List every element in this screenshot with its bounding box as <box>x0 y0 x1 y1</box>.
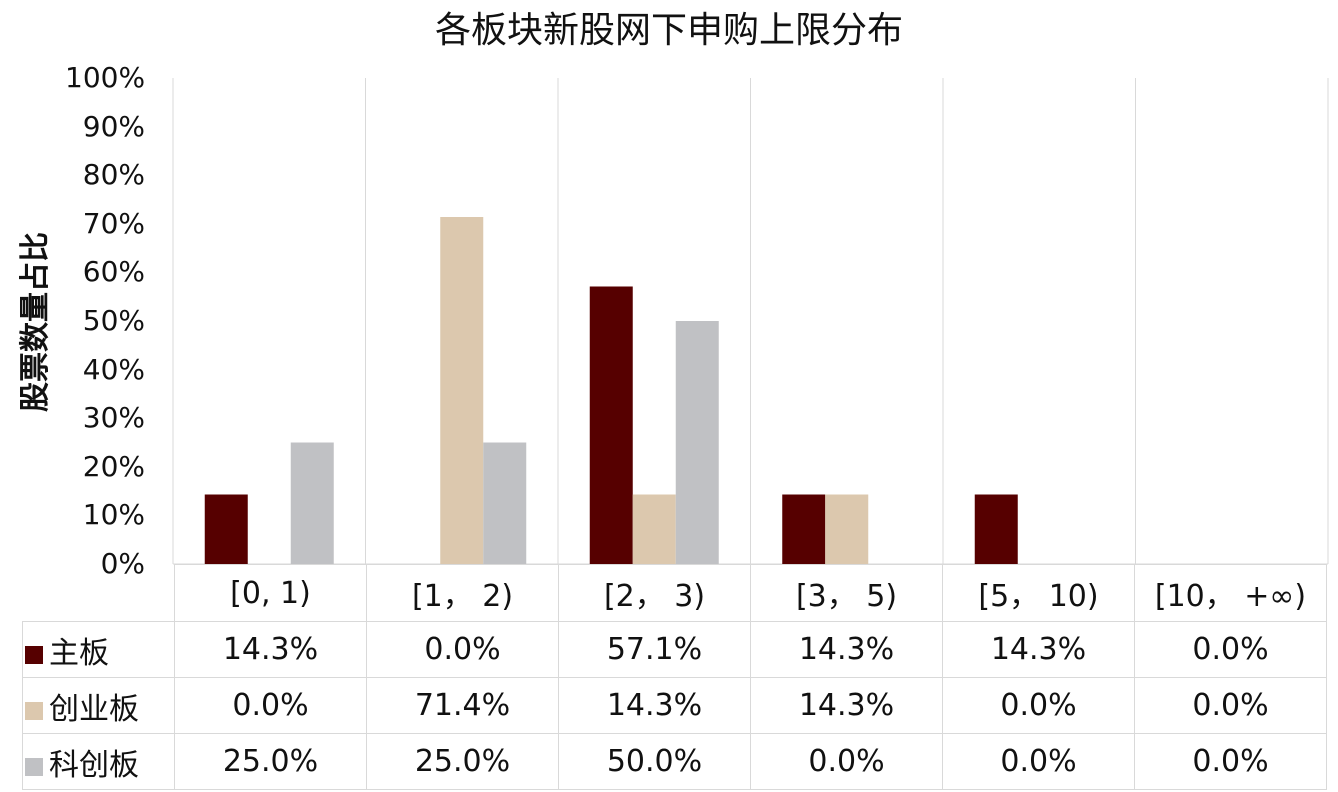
bar-创业板-2 <box>632 494 676 564</box>
data-label: 14.3% <box>174 621 367 678</box>
data-label: 0.0% <box>750 733 943 790</box>
data-label: 0.0% <box>1134 733 1327 790</box>
legend-entry: 创业板 <box>22 677 175 734</box>
series-name: 创业板 <box>49 691 139 727</box>
data-label: 14.3% <box>750 677 943 734</box>
bar-主板-4 <box>974 494 1018 564</box>
y-tick-label: 40% <box>82 352 145 386</box>
y-tick-label: 80% <box>82 158 145 192</box>
y-tick-label: 50% <box>82 304 145 337</box>
data-label: 50.0% <box>558 733 751 790</box>
data-label: 0.0% <box>942 733 1135 790</box>
data-table: [0, 1) [1， 2) [2， 3) [3， 5) [5， 10) [10， +∞) 主… <box>22 564 1327 790</box>
y-tick-label: 70% <box>82 206 145 240</box>
data-label: 14.3% <box>750 621 943 678</box>
bar-主板-2 <box>589 286 633 564</box>
legend-entry: 主板 <box>22 621 175 678</box>
data-label: 71.4% <box>366 677 559 734</box>
bar-科创板-0 <box>290 442 334 564</box>
bar-科创板-2 <box>675 321 719 564</box>
bar-科创板-1 <box>483 442 527 564</box>
legend-swatch <box>25 645 43 664</box>
bar-主板-0 <box>204 494 248 564</box>
table-row: 主板 14.3% 0.0% 57.1% 14.3% 14.3% 0.0% <box>22 621 1327 678</box>
data-label: 0.0% <box>942 677 1135 734</box>
y-tick-label: 20% <box>82 449 145 483</box>
legend-swatch <box>25 757 43 776</box>
series-name: 科创板 <box>49 747 139 783</box>
table-row: 创业板 0.0% 71.4% 14.3% 14.3% 0.0% 0.0% <box>22 677 1327 734</box>
series-name: 主板 <box>49 635 109 671</box>
data-label: 0.0% <box>1134 621 1327 678</box>
x-tick-label: [1， 2) <box>366 564 559 622</box>
legend-swatch <box>25 701 43 720</box>
data-label: 25.0% <box>174 733 367 790</box>
data-label: 0.0% <box>366 621 559 678</box>
data-label: 57.1% <box>558 621 751 678</box>
chart-title: 各板块新股网下申购上限分布 <box>434 10 903 51</box>
data-label: 0.0% <box>1134 677 1327 734</box>
bar-plot <box>172 78 1329 565</box>
data-label: 25.0% <box>366 733 559 790</box>
table-corner <box>22 564 175 622</box>
data-label: 14.3% <box>558 677 751 734</box>
y-tick-label: 30% <box>82 401 145 435</box>
y-tick-label: 100% <box>65 61 146 94</box>
y-tick-label: 60% <box>82 255 145 289</box>
data-label: 14.3% <box>942 621 1135 678</box>
data-label: 0.0% <box>174 677 367 734</box>
bar-主板-3 <box>782 494 826 564</box>
bar-创业板-1 <box>440 216 484 564</box>
x-tick-label: [0, 1) <box>174 564 367 622</box>
table-row: 科创板 25.0% 25.0% 50.0% 0.0% 0.0% 0.0% <box>22 733 1327 790</box>
bar-创业板-3 <box>825 494 869 564</box>
x-tick-label: [2， 3) <box>558 564 751 622</box>
x-tick-label: [5， 10) <box>942 564 1135 622</box>
y-tick-label: 90% <box>82 109 145 143</box>
x-tick-label: [3， 5) <box>750 564 943 622</box>
y-tick-label: 10% <box>82 498 145 532</box>
legend-entry: 科创板 <box>22 733 175 790</box>
x-tick-label: [10， +∞) <box>1134 564 1327 622</box>
